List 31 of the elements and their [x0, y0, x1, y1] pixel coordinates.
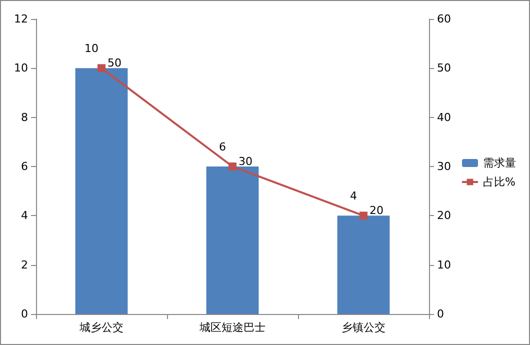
y-tick-label: 0 — [21, 308, 28, 320]
x-tick-label: 乡镇公交 — [342, 321, 386, 334]
data-label: 50 — [108, 56, 122, 70]
x-tick-label: 城乡公交 — [78, 321, 124, 334]
data-label: 6 — [219, 140, 226, 154]
y-tick-label: 12 — [14, 12, 28, 26]
y2-tick-label: 0 — [437, 308, 444, 320]
y-tick-label: 2 — [21, 258, 28, 272]
bar — [206, 166, 259, 314]
legend-label: 需求量 — [483, 156, 516, 170]
data-label: 20 — [370, 204, 384, 218]
y2-tick-label: 40 — [437, 110, 451, 124]
y-tick-label: 6 — [21, 160, 28, 173]
data-label: 10 — [84, 42, 98, 56]
bar — [75, 68, 128, 314]
data-label: 30 — [238, 155, 252, 168]
y-tick-label: 10 — [14, 62, 28, 75]
y2-tick-label: 50 — [437, 62, 451, 75]
y2-tick-label: 60 — [437, 12, 451, 26]
point — [228, 162, 236, 170]
y2-tick-label: 10 — [437, 258, 451, 272]
y2-tick-label: 20 — [437, 209, 451, 222]
point — [360, 212, 368, 220]
y-tick-label: 8 — [21, 110, 28, 124]
y-tick-label: 4 — [21, 209, 28, 222]
legend-label: 占比% — [483, 176, 516, 188]
y2-tick-label: 30 — [437, 160, 451, 173]
x-tick-label: 城区短途巴士 — [198, 321, 266, 334]
point — [98, 64, 106, 72]
bar — [337, 216, 390, 314]
data-label: 4 — [350, 190, 357, 203]
